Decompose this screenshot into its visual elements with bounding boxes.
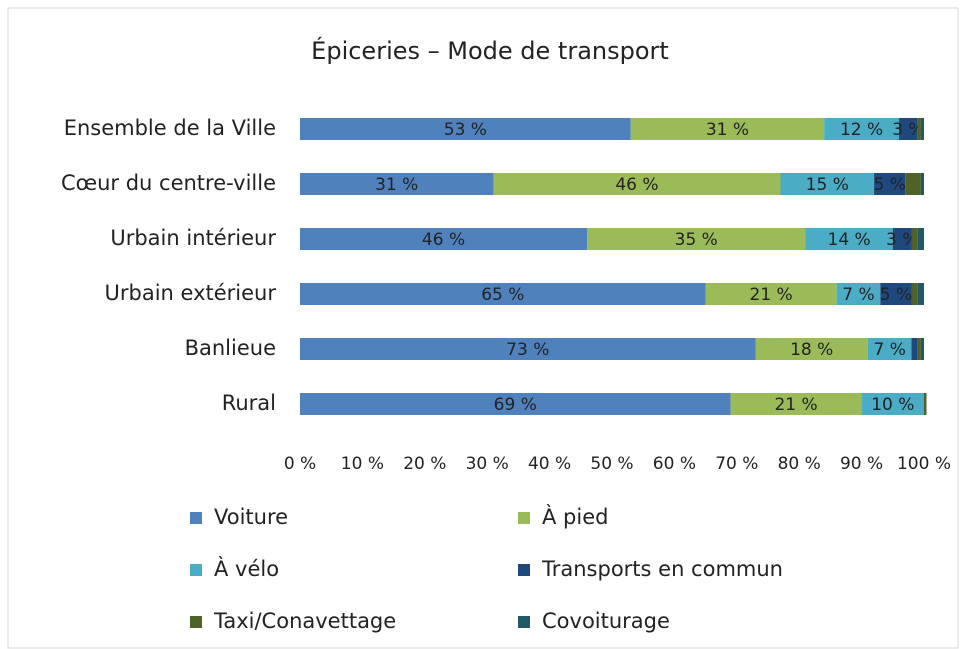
y-tick-label: Urbain intérieur (110, 226, 276, 250)
legend-label: Voiture (214, 505, 288, 529)
data-label: 21 % (774, 395, 817, 415)
data-label: 69 % (494, 395, 537, 415)
data-label: 3 % (892, 120, 924, 140)
data-label: 3 % (886, 230, 918, 250)
data-label: 5 % (873, 175, 905, 195)
bar-segment (300, 338, 756, 360)
data-label: 73 % (506, 340, 549, 360)
chart-border (7, 7, 959, 649)
y-tick-label: Cœur du centre-ville (61, 171, 276, 195)
bar-segment (300, 118, 631, 140)
legend-label: Covoiturage (542, 609, 670, 633)
y-tick-label: Banlieue (185, 336, 276, 360)
bar-segment (911, 283, 918, 305)
chart-title: Épiceries – Mode de transport (311, 36, 669, 65)
bar-segment (899, 118, 918, 140)
legend-swatch (190, 564, 202, 576)
bar-segment (920, 118, 924, 140)
data-label: 7 % (873, 340, 905, 360)
legend-swatch (190, 616, 202, 628)
bar-segment (920, 173, 924, 195)
data-label: 31 % (706, 120, 749, 140)
bar-segment (905, 173, 921, 195)
bar-segment (924, 393, 927, 415)
y-tick-label: Ensemble de la Ville (64, 116, 276, 140)
bar-segment (917, 228, 924, 250)
bar-segment (861, 393, 924, 415)
legend-label: À pied (542, 504, 608, 529)
bar-segment (867, 338, 912, 360)
legend-label: À vélo (214, 556, 279, 581)
bar-segment (874, 173, 906, 195)
legend-label: Transports en commun (541, 557, 783, 581)
bar-segment (300, 283, 706, 305)
data-label: 15 % (806, 175, 849, 195)
data-label: 31 % (375, 175, 418, 195)
bar-segment (911, 338, 918, 360)
data-label: 65 % (481, 285, 524, 305)
data-label: 14 % (828, 230, 871, 250)
bar-segment (824, 118, 900, 140)
x-tick-label: 50 % (590, 454, 633, 474)
bar-segment (587, 228, 806, 250)
bar-segment (911, 228, 918, 250)
bar-segment (880, 283, 912, 305)
bar-segment (780, 173, 875, 195)
x-tick-label: 70 % (715, 454, 758, 474)
x-tick-label: 80 % (778, 454, 821, 474)
data-label: 12 % (840, 120, 883, 140)
legend-swatch (518, 512, 530, 524)
legend-label: Taxi/Conavettage (213, 609, 396, 633)
x-tick-label: 90 % (840, 454, 883, 474)
bar-segment (892, 228, 912, 250)
bar-segment (630, 118, 825, 140)
bar-segment (300, 173, 494, 195)
data-label: 10 % (871, 395, 914, 415)
data-label: 53 % (444, 120, 487, 140)
x-tick-label: 10 % (341, 454, 384, 474)
data-label: 7 % (842, 285, 874, 305)
x-tick-label: 40 % (528, 454, 571, 474)
bar-segment (705, 283, 837, 305)
bar-segment (917, 338, 921, 360)
legend-swatch (190, 512, 202, 524)
data-label: 46 % (422, 230, 465, 250)
x-tick-label: 20 % (403, 454, 446, 474)
x-tick-label: 0 % (284, 454, 316, 474)
bar-segment (917, 118, 921, 140)
x-tick-label: 100 % (897, 454, 951, 474)
bar-segment (755, 338, 868, 360)
bar-segment (805, 228, 893, 250)
bar-segment (730, 393, 862, 415)
bar-segment (917, 283, 924, 305)
y-tick-label: Rural (222, 391, 276, 415)
data-label: 35 % (675, 230, 718, 250)
y-tick-label: Urbain extérieur (105, 281, 277, 305)
data-label: 18 % (790, 340, 833, 360)
data-label: 5 % (880, 285, 912, 305)
bar-segment (493, 173, 781, 195)
legend-swatch (518, 616, 530, 628)
data-label: 21 % (750, 285, 793, 305)
bar-segment (300, 228, 588, 250)
x-tick-label: 60 % (653, 454, 696, 474)
legend-swatch (518, 564, 530, 576)
x-tick-label: 30 % (466, 454, 509, 474)
data-label: 46 % (615, 175, 658, 195)
bar-segment (920, 338, 924, 360)
bar-segment (300, 393, 731, 415)
bar-segment (836, 283, 881, 305)
